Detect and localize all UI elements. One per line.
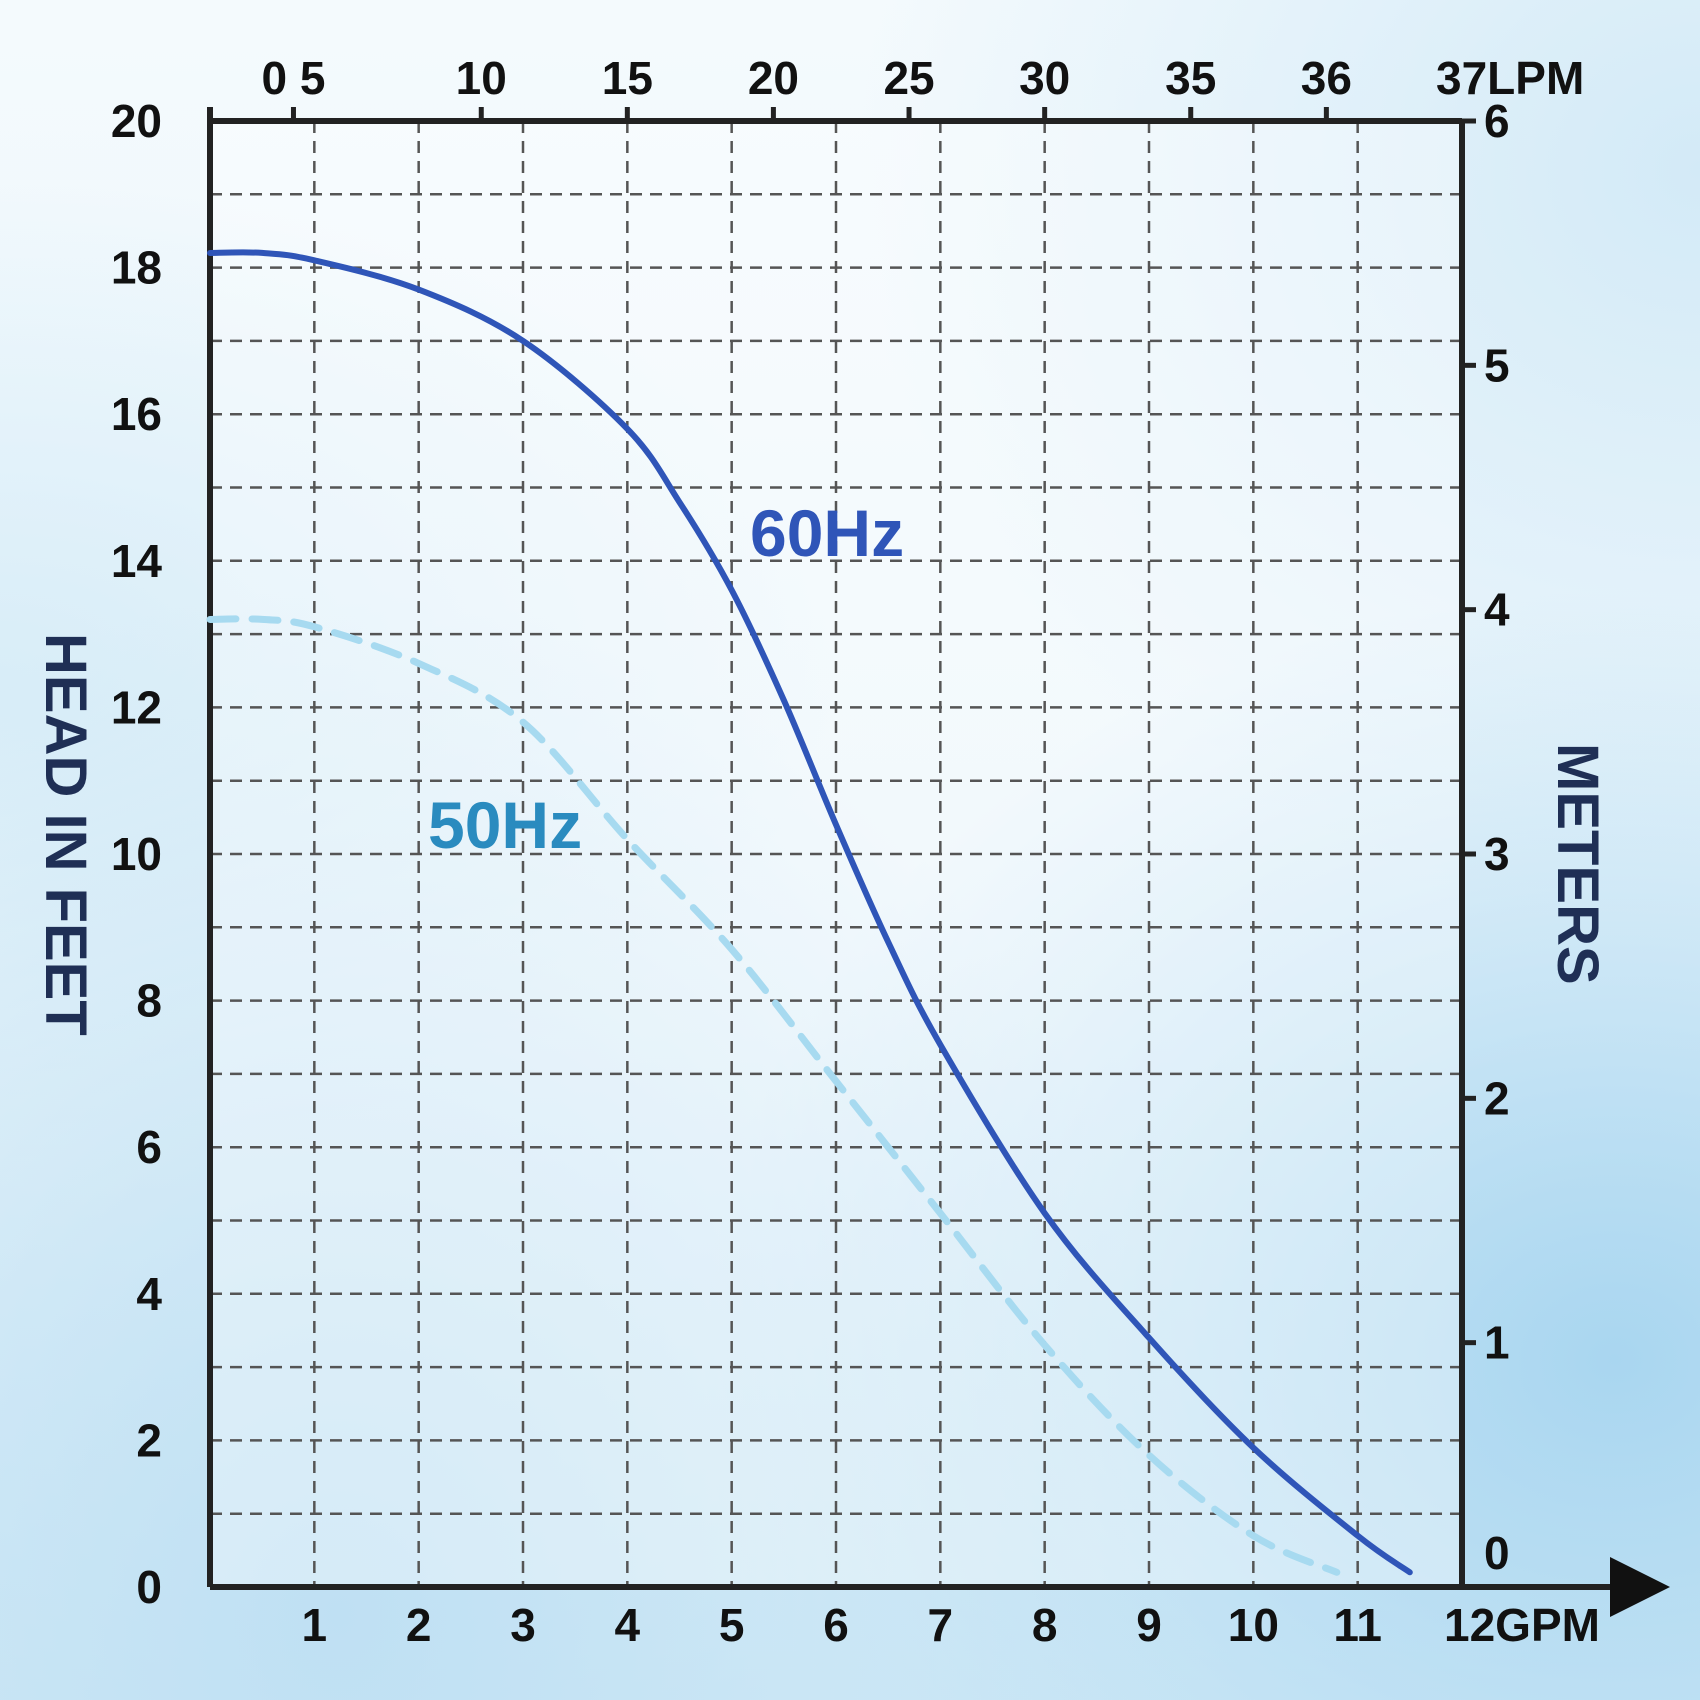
top-tick-label: 35 [1165, 52, 1216, 104]
top-tick-label: 30 [1019, 52, 1070, 104]
top-tick-label: 15 [602, 52, 653, 104]
top-tick-label: 20 [748, 52, 799, 104]
top-tick-label: 36 [1301, 52, 1352, 104]
y-axis-title: HEAD IN FEET [33, 633, 98, 1036]
x-tick-label: 6 [823, 1599, 849, 1651]
series-line-60hz [207, 249, 1413, 1576]
top-tick-label: 25 [883, 52, 934, 104]
y2-tick-label: 3 [1484, 828, 1510, 880]
y2-tick-label: 0 [1484, 1527, 1510, 1579]
y-tick-label: 0 [136, 1561, 162, 1613]
y2-tick-label: 2 [1484, 1072, 1510, 1124]
x-tick-label: 11 [1333, 1599, 1382, 1651]
top-tick-label: 0 5 [261, 52, 325, 104]
x-tick-label: 7 [928, 1599, 954, 1651]
y-tick-label: 4 [136, 1268, 162, 1320]
y-tick-label: 14 [111, 535, 163, 587]
y-tick-label: 12 [111, 681, 162, 733]
series-label-60hz: 60Hz [750, 496, 904, 570]
y-tick-label: 10 [111, 828, 162, 880]
y2-tick-label: 6 [1484, 95, 1510, 147]
y2-tick-label: 5 [1484, 339, 1510, 391]
y2-tick-label: 1 [1484, 1317, 1510, 1369]
x-tick-label: 4 [615, 1599, 641, 1651]
x-tick-label: 3 [510, 1599, 536, 1651]
y-tick-label: 18 [111, 242, 162, 294]
x-end-label: 12GPM [1444, 1599, 1600, 1651]
grid [210, 121, 1462, 1587]
x-tick-label: 2 [406, 1599, 432, 1651]
top-tick-label: 37LPM [1436, 52, 1584, 104]
top-tick-label: 10 [456, 52, 507, 104]
y2-axis-title: METERS [1545, 743, 1610, 985]
y-tick-label: 20 [111, 95, 162, 147]
x-tick-label: 5 [719, 1599, 745, 1651]
x-tick-label: 10 [1228, 1599, 1279, 1651]
series-label-50hz: 50Hz [428, 788, 582, 862]
y-tick-label: 6 [136, 1121, 162, 1173]
series-line-50hz [206, 615, 1341, 1576]
y-tick-label: 16 [111, 388, 162, 440]
y2-tick-label: 4 [1484, 584, 1510, 636]
axes [207, 107, 1670, 1617]
series-layer [206, 249, 1413, 1576]
x-tick-label: 1 [302, 1599, 328, 1651]
x-tick-label: 8 [1032, 1599, 1058, 1651]
x-tick-label: 9 [1136, 1599, 1162, 1651]
y-tick-label: 8 [136, 975, 162, 1027]
y-tick-label: 2 [136, 1414, 162, 1466]
